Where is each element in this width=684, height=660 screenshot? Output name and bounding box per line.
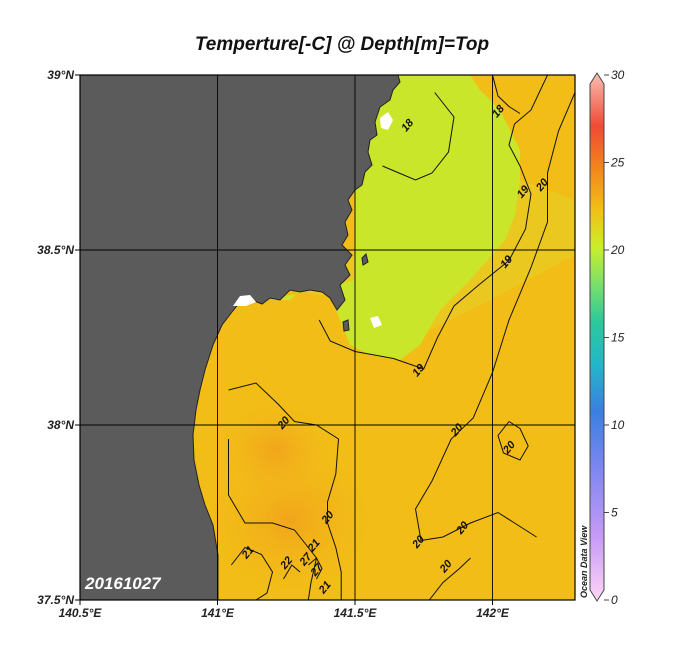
credit-label: Ocean Data View: [579, 525, 589, 598]
contour-line-27: [307, 557, 323, 580]
y-tick-label: 39°N: [47, 68, 74, 82]
colorbar-ticks: 0 5 10 15 20 25 30: [604, 68, 625, 607]
colorbar-tick-label: 20: [610, 243, 625, 257]
contour-line-20: [428, 557, 471, 600]
grid-lines: [80, 75, 575, 600]
x-axis: 140.5°E 141°E 141.5°E 142°E: [59, 600, 510, 620]
y-axis: 37.5°N 38°N 38.5°N 39°N: [37, 68, 80, 607]
warm-core-north: [220, 405, 330, 495]
chart-title: Temperture[-C] @ Depth[m]=Top: [194, 34, 490, 55]
colorbar-tick-label: 15: [611, 331, 625, 345]
contour-line-18: [382, 92, 455, 181]
bay-highlight: [233, 295, 256, 306]
colorbar-tick-label: 5: [611, 506, 618, 520]
contour-line-20: [228, 382, 342, 600]
x-tick-label: 140.5°E: [59, 606, 103, 620]
x-tick-label: 141.5°E: [334, 606, 378, 620]
y-tick-label: 38.5°N: [37, 243, 74, 257]
contour-line-21: [228, 439, 318, 600]
contour-line-22: [283, 564, 301, 580]
cape-highlight: [370, 316, 382, 328]
island-b: [342, 319, 350, 332]
colorbar-tick-label: 25: [610, 156, 625, 170]
x-tick-label: 142°E: [476, 606, 510, 620]
land: [80, 75, 401, 600]
plot-frame: [79, 74, 576, 601]
contour-line-20: [497, 421, 529, 461]
x-tick-label: 141°E: [201, 606, 235, 620]
contour-line-20: [414, 92, 575, 542]
land-mass: [80, 75, 401, 600]
colorbar: [589, 72, 605, 602]
inlet-highlight: [380, 112, 393, 130]
y-tick-label: 37.5°N: [37, 593, 74, 607]
date-label: 20161027: [84, 574, 162, 593]
colorbar-tick-label: 30: [611, 68, 625, 82]
colorbar-tick-label: 0: [611, 593, 618, 607]
contour-line-18: [492, 75, 521, 114]
contour-line-19: [318, 75, 548, 370]
contour-lines: [228, 75, 575, 600]
contour-line-21: [230, 546, 274, 600]
island-a: [361, 253, 369, 266]
colorbar-tick-label: 10: [611, 418, 625, 432]
y-tick-label: 38°N: [47, 418, 74, 432]
